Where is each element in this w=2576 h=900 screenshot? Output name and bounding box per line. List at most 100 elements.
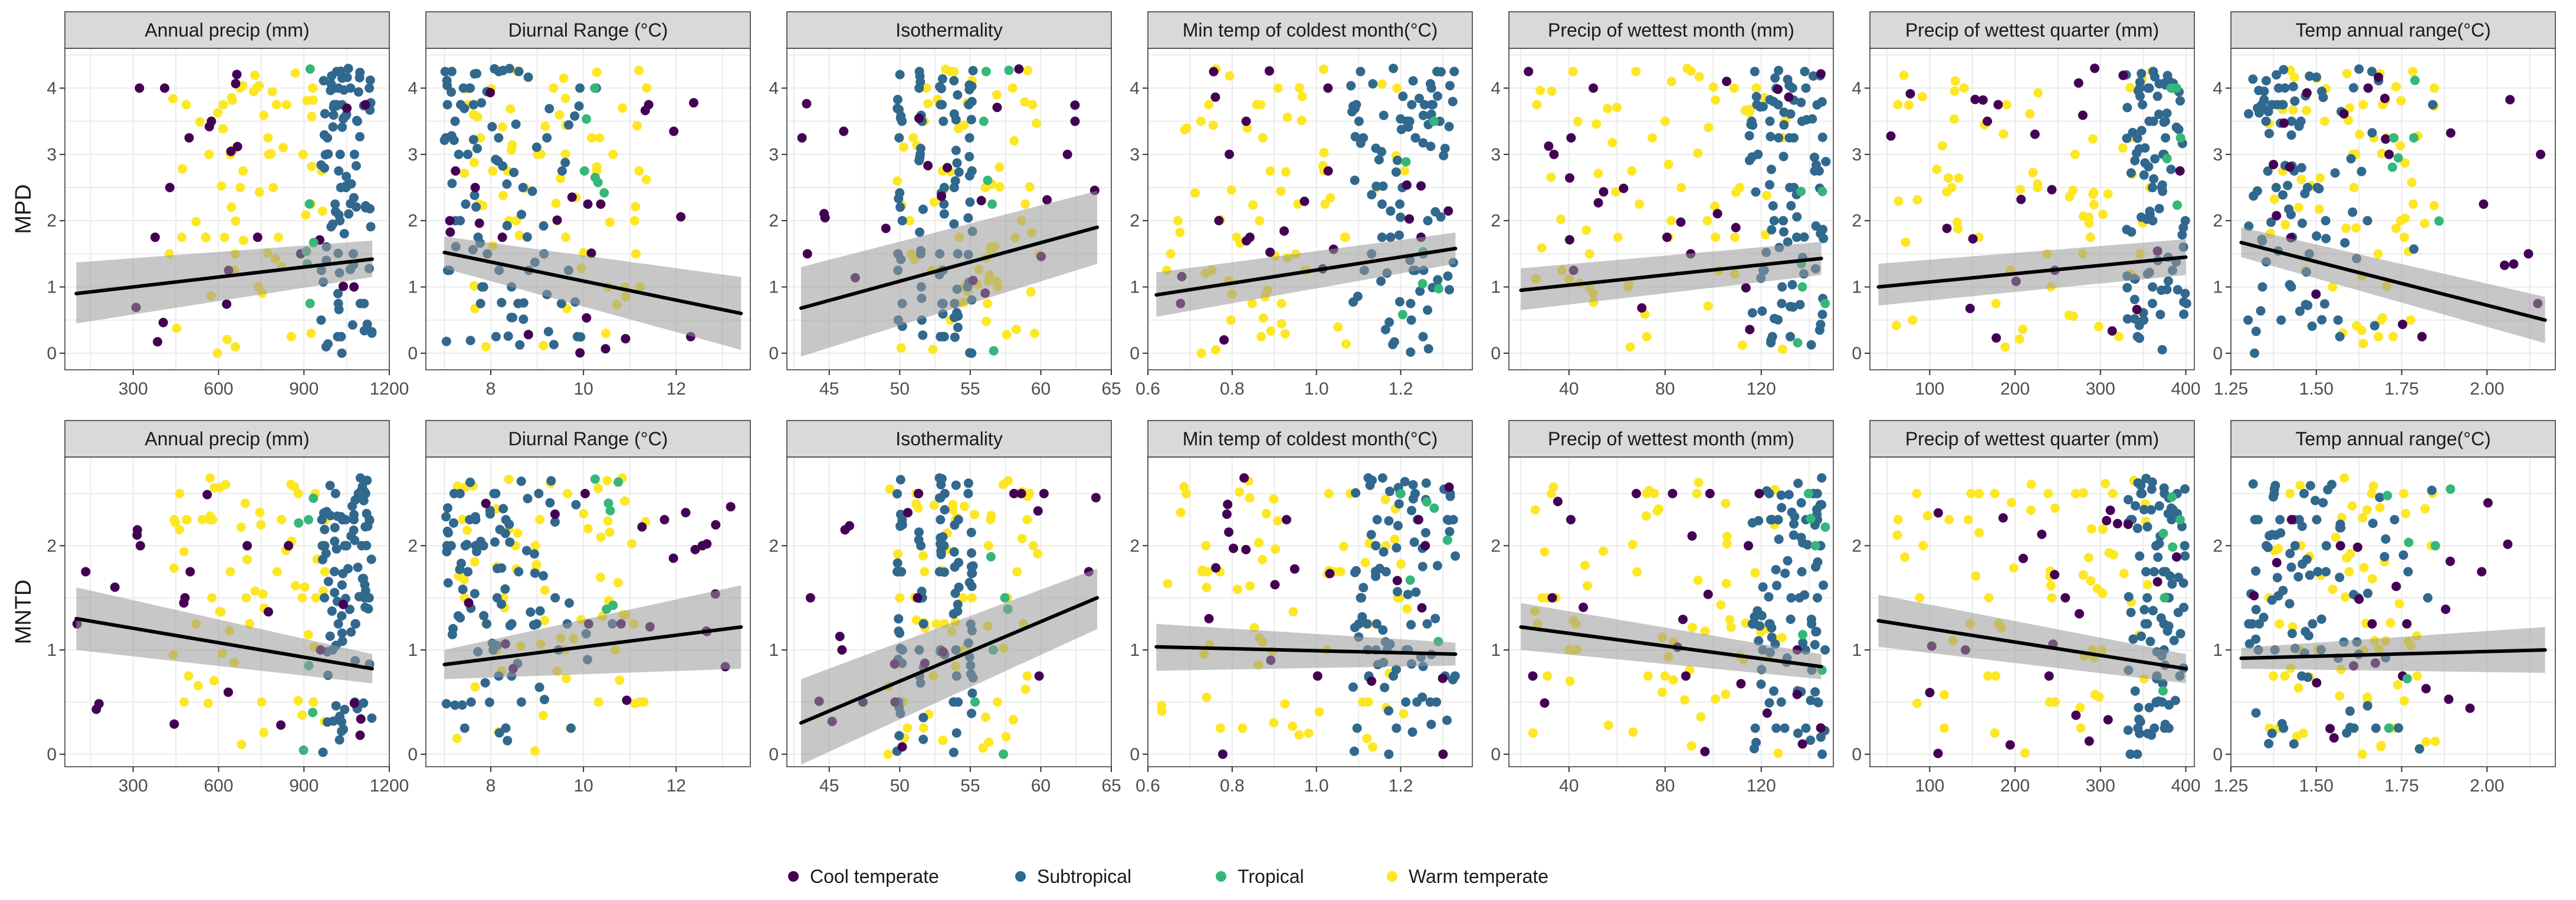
point-warm-temperate — [1722, 539, 1732, 548]
point-cool-temperate — [1905, 89, 1915, 98]
point-warm-temperate — [2108, 488, 2118, 498]
point-warm-temperate — [179, 547, 189, 557]
point-subtropical — [1393, 521, 1403, 531]
point-subtropical — [2267, 728, 2277, 738]
point-warm-temperate — [1211, 345, 1220, 355]
point-cool-temperate — [802, 249, 812, 259]
point-subtropical — [2295, 306, 2305, 316]
point-subtropical — [2368, 518, 2378, 528]
x-axis: 1.25 1.50 1.75 2.00 — [2214, 767, 2504, 796]
point-subtropical — [344, 209, 354, 219]
point-subtropical — [450, 116, 460, 126]
point-warm-temperate — [1325, 193, 1335, 203]
confidence-band — [444, 237, 741, 350]
point-subtropical — [2130, 156, 2140, 166]
point-cool-temperate — [835, 632, 845, 642]
point-subtropical — [1769, 216, 1779, 226]
point-warm-temperate — [601, 329, 611, 339]
point-cool-temperate — [897, 742, 907, 752]
point-warm-temperate — [2275, 619, 2284, 629]
point-warm-temperate — [2393, 680, 2403, 690]
point-subtropical — [951, 146, 961, 155]
point-cool-temperate — [2381, 134, 2391, 144]
point-subtropical — [523, 494, 533, 504]
fit-line — [74, 616, 375, 671]
point-warm-temperate — [587, 133, 596, 143]
point-warm-temperate — [2408, 199, 2419, 209]
point-warm-temperate — [998, 479, 1008, 490]
point-warm-temperate — [1991, 298, 2001, 308]
point-warm-temperate — [1245, 581, 1255, 591]
point-subtropical — [949, 183, 959, 192]
point-subtropical — [1450, 671, 1460, 681]
point-warm-temperate — [1266, 326, 1276, 336]
point-cool-temperate — [622, 695, 632, 705]
point-warm-temperate — [1974, 489, 1984, 499]
confidence-band — [800, 190, 1098, 357]
point-warm-temperate — [293, 488, 303, 498]
point-warm-temperate — [241, 593, 251, 603]
point-subtropical — [2266, 217, 2276, 227]
point-warm-temperate — [298, 149, 308, 159]
point-warm-temperate — [2047, 593, 2057, 603]
point-subtropical — [1753, 606, 1763, 616]
point-warm-temperate — [1282, 112, 1292, 122]
point-warm-temperate — [1033, 548, 1043, 559]
point-cool-temperate — [1722, 77, 1732, 86]
point-warm-temperate — [1692, 488, 1702, 498]
point-subtropical — [1406, 315, 1416, 325]
point-warm-temperate — [1648, 133, 1658, 143]
point-subtropical — [949, 697, 959, 707]
point-subtropical — [2251, 326, 2261, 336]
point-subtropical — [2262, 541, 2272, 551]
point-subtropical — [2294, 121, 2304, 131]
point-subtropical — [2333, 315, 2343, 325]
x-axis: 0.6 0.8 1.0 1.2 — [1136, 767, 1413, 796]
point-tropical — [1422, 497, 1432, 507]
point-warm-temperate — [1947, 183, 1957, 192]
point-warm-temperate — [1899, 70, 1909, 80]
point-subtropical — [504, 64, 514, 74]
point-subtropical — [2285, 599, 2295, 609]
point-subtropical — [337, 611, 347, 621]
point-subtropical — [323, 577, 333, 586]
point-warm-temperate — [2302, 106, 2312, 116]
point-subtropical — [1348, 101, 1358, 111]
point-subtropical — [2345, 722, 2355, 733]
point-warm-temperate — [470, 557, 480, 567]
point-subtropical — [2427, 485, 2437, 495]
point-warm-temperate — [1163, 579, 1173, 589]
point-cool-temperate — [2363, 83, 2373, 93]
plot-background — [1148, 48, 1472, 370]
point-warm-temperate — [920, 567, 930, 577]
fit-line — [442, 625, 743, 666]
point-warm-temperate — [182, 515, 191, 525]
point-subtropical — [2286, 116, 2296, 126]
point-subtropical — [2167, 579, 2177, 589]
point-subtropical — [2370, 321, 2380, 331]
point-subtropical — [1358, 133, 1369, 143]
point-tropical — [2430, 541, 2440, 551]
point-subtropical — [2244, 619, 2254, 629]
point-warm-temperate — [238, 235, 248, 245]
point-subtropical — [2278, 190, 2288, 200]
point-cool-temperate — [2005, 740, 2015, 750]
point-subtropical — [940, 488, 950, 498]
point-subtropical — [493, 564, 502, 573]
point-subtropical — [440, 67, 450, 77]
point-subtropical — [1787, 83, 1797, 93]
point-subtropical — [485, 505, 495, 515]
point-warm-temperate — [2395, 141, 2405, 150]
point-subtropical — [1766, 338, 1776, 348]
x-axis: 40 80 120 — [1559, 767, 1776, 796]
point-subtropical — [1787, 280, 1797, 290]
point-subtropical — [1751, 187, 1761, 197]
point-subtropical — [359, 298, 369, 308]
point-subtropical — [511, 119, 521, 129]
point-subtropical — [1371, 181, 1381, 191]
point-warm-temperate — [1603, 720, 1613, 730]
point-subtropical — [356, 473, 365, 483]
x-tick-label: 1.50 — [2299, 379, 2334, 399]
